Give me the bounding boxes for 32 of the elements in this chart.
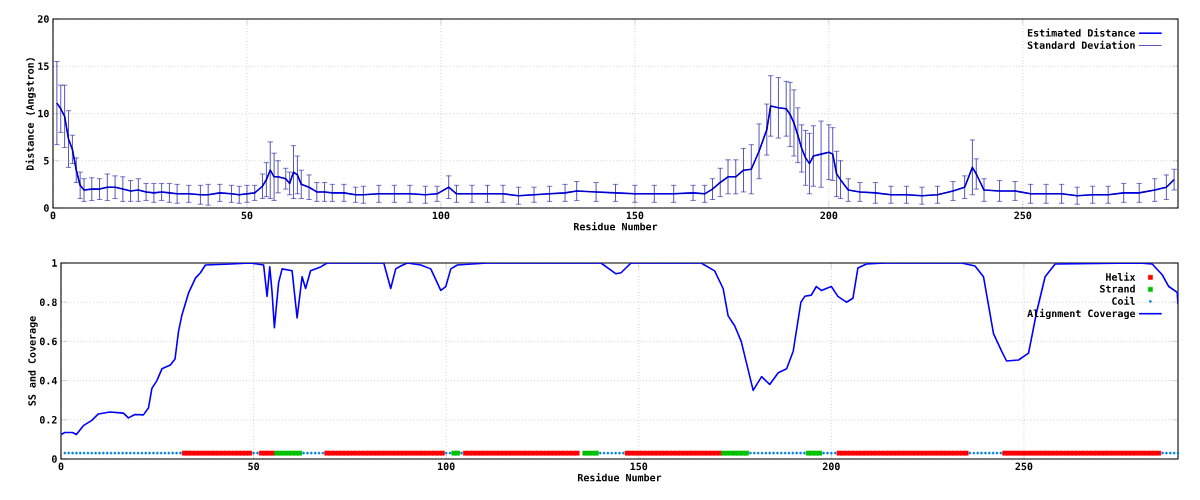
x-tick-label: 200 <box>820 211 838 220</box>
y-tick-label: 0.8 <box>39 298 57 306</box>
y-tick-label: 0 <box>51 455 57 463</box>
legend-label: Helix <box>1106 272 1136 281</box>
y-tick-label: 0 <box>43 204 49 212</box>
x-tick-label: 100 <box>438 462 455 471</box>
x-tick-label: 200 <box>822 462 840 471</box>
x-tick-label: 50 <box>241 211 253 220</box>
line-series <box>61 263 1179 436</box>
x-tick-label: 150 <box>626 211 644 220</box>
legend-label: Coil <box>1112 296 1135 305</box>
x-tick-label: 0 <box>58 462 64 471</box>
y-tick-label: 0.4 <box>39 376 57 385</box>
y-tick-label: 10 <box>38 109 49 118</box>
x-tick-label: 50 <box>248 462 259 471</box>
y-tick-label: 15 <box>38 62 49 70</box>
y-tick-label: 5 <box>44 157 49 165</box>
y-tick-label: 20 <box>37 15 49 23</box>
x-tick-label: 150 <box>630 462 648 471</box>
x-tick-label: 250 <box>1015 462 1033 471</box>
y-axis-title: Distance (Angstron) <box>25 58 36 171</box>
y-axis-title: SS and Coverage <box>28 316 38 406</box>
x-axis-title: Residue Number <box>574 222 658 231</box>
legend-label: Standard Deviation <box>1027 40 1135 49</box>
y-tick-label: 0.2 <box>39 416 57 424</box>
x-tick-label: 100 <box>432 211 450 220</box>
legend-label: Strand <box>1100 284 1135 293</box>
x-axis-title: Residue Number <box>578 473 662 482</box>
y-tick-label: 0.6 <box>39 337 57 346</box>
legend-label: Estimated Distance <box>1027 28 1136 37</box>
y-tick-label: 1 <box>52 259 57 267</box>
x-tick-label: 250 <box>1014 211 1032 220</box>
